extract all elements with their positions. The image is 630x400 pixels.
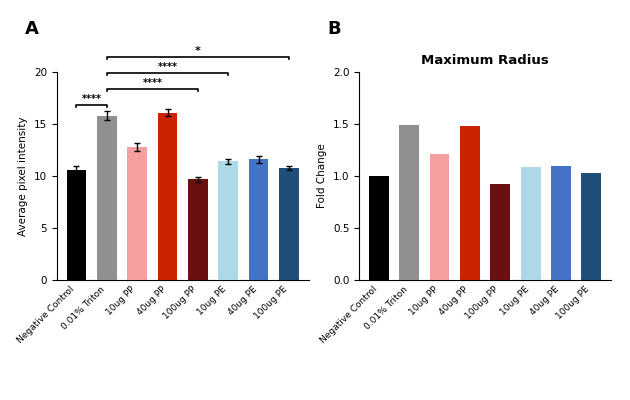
Bar bbox=[249, 159, 268, 280]
Bar bbox=[158, 112, 178, 280]
Text: ****: **** bbox=[158, 62, 178, 72]
Bar bbox=[369, 176, 389, 280]
Bar bbox=[490, 184, 510, 280]
Bar bbox=[97, 116, 117, 280]
Bar bbox=[127, 147, 147, 280]
Bar bbox=[581, 173, 601, 280]
Text: B: B bbox=[328, 20, 341, 38]
Bar bbox=[399, 125, 419, 280]
Text: ****: **** bbox=[142, 78, 163, 88]
Text: A: A bbox=[25, 20, 39, 38]
Bar bbox=[219, 162, 238, 280]
Text: *: * bbox=[195, 46, 201, 56]
Bar bbox=[551, 166, 571, 280]
Bar bbox=[188, 179, 208, 280]
Bar bbox=[279, 168, 299, 280]
Bar bbox=[521, 167, 541, 280]
Bar bbox=[460, 126, 480, 280]
Bar bbox=[430, 154, 449, 280]
Y-axis label: Average pixel intensity: Average pixel intensity bbox=[18, 116, 28, 236]
Bar bbox=[67, 170, 86, 280]
Y-axis label: Fold Change: Fold Change bbox=[317, 144, 327, 208]
Title: Maximum Radius: Maximum Radius bbox=[421, 54, 549, 67]
Text: ****: **** bbox=[82, 94, 101, 104]
